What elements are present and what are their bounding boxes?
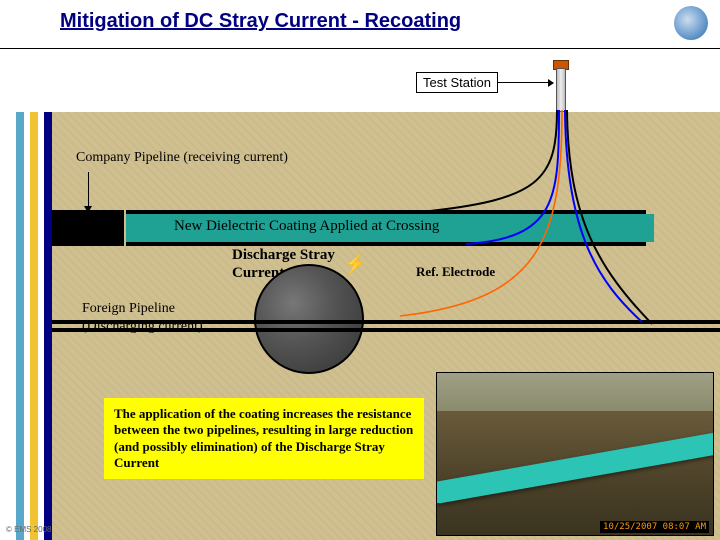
- test-station-arrowhead-icon: [548, 79, 554, 87]
- test-station-label: Test Station: [416, 72, 498, 93]
- slide-title: Mitigation of DC Stray Current - Recoati…: [60, 10, 461, 32]
- strip-2: [30, 112, 38, 540]
- field-photo: 10/25/2007 08:07 AM: [436, 372, 714, 536]
- coating-label: New Dielectric Coating Applied at Crossi…: [174, 218, 439, 235]
- company-pipe-left-segment: [52, 210, 124, 246]
- photo-timestamp: 10/25/2007 08:07 AM: [600, 521, 709, 533]
- ref-electrode-label: Ref. Electrode: [416, 264, 495, 280]
- strip-1: [16, 112, 24, 540]
- foreign-pipeline-cross-section: [254, 264, 364, 374]
- title-underline: [0, 48, 720, 49]
- strip-3: [44, 112, 52, 540]
- globe-logo-icon: [674, 6, 708, 40]
- discharge-lightning-icon: ⚡: [344, 254, 366, 275]
- slide-title-bar: Mitigation of DC Stray Current - Recoati…: [60, 10, 660, 33]
- test-station-post: [556, 68, 566, 112]
- company-pipeline-label: Company Pipeline (receiving current): [76, 150, 288, 166]
- test-station-leader-line: [498, 82, 553, 83]
- explanation-highlight-box: The application of the coating increases…: [104, 398, 424, 479]
- foreign-pipeline-label: Foreign Pipeline (Discharging current): [82, 300, 203, 335]
- company-pipeline-arrow-icon: [88, 172, 89, 212]
- photo-sky: [437, 373, 713, 411]
- copyright-label: © EMS 2008: [6, 525, 51, 534]
